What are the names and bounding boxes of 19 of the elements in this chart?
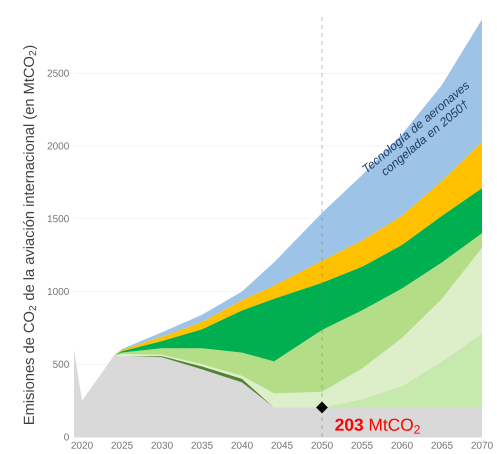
x-tick-label: 2065	[431, 442, 453, 449]
x-tick-label: 2055	[351, 442, 373, 449]
x-tick-label: 2035	[191, 442, 213, 449]
x-tick-label: 2050	[311, 442, 333, 449]
x-tick-label: 2025	[111, 442, 133, 449]
x-tick-label: 2040	[231, 442, 253, 449]
x-tick-label: 2060	[391, 442, 413, 449]
y-tick-label: 2000	[48, 142, 69, 150]
y-tick-label: 500	[53, 360, 69, 368]
y-tick-label: 0	[64, 433, 69, 441]
annotation: 203 MtCO$_{2}$	[335, 418, 420, 434]
y-tick-label: 2500	[48, 70, 69, 77]
x-tick-label: 2020	[71, 442, 93, 449]
y-tick-label: 1500	[48, 215, 69, 222]
x-tick-label: 2045	[271, 442, 293, 449]
y-tick-label: 1000	[48, 288, 69, 296]
y-axis-title: Emisiones de CO$_{2}$ de la aviación internacional (en MtCO$_{2}$)	[23, 46, 37, 424]
x-tick-label: 2030	[151, 442, 173, 449]
x-tick-label: 2070	[471, 442, 493, 449]
